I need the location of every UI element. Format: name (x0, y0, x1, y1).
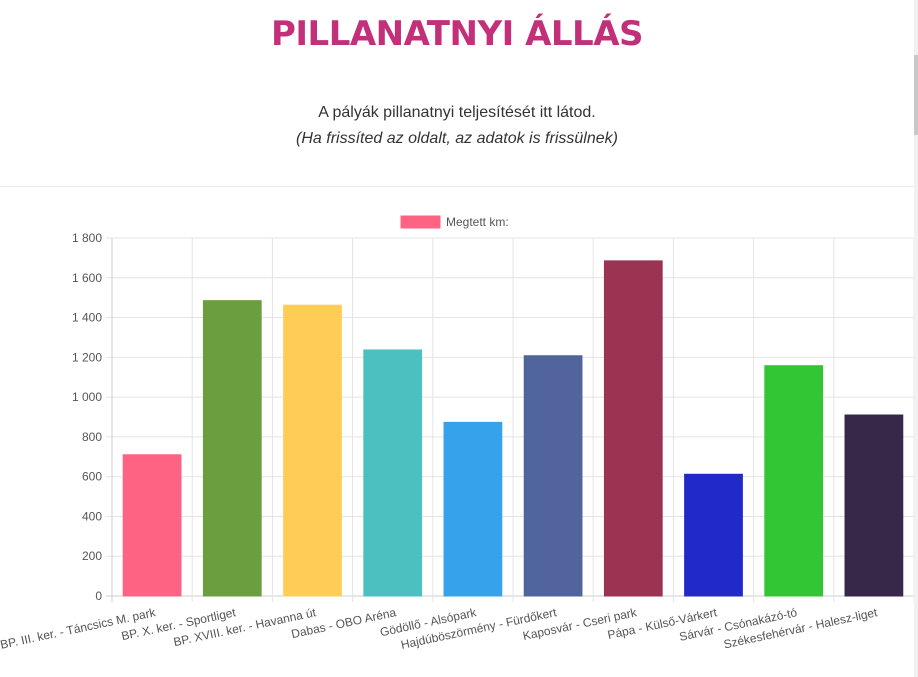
legend-label: Megtett km: (446, 215, 509, 229)
legend-swatch (400, 215, 441, 229)
bar (363, 349, 423, 597)
intro-note: (Ha frissíted az oldalt, az adatok is fr… (296, 130, 618, 147)
intro-line: A pályák pillanatnyi teljesítését itt lá… (318, 104, 596, 121)
y-tick-label: 0 (95, 589, 102, 603)
bar (764, 365, 824, 597)
bar (603, 260, 663, 597)
page-scrollbar[interactable] (914, 0, 918, 677)
bar (523, 355, 583, 597)
y-tick-label: 1 200 (72, 350, 102, 364)
page-title: PILLANATNYI ÁLLÁS (270, 14, 644, 54)
chart-legend: Megtett km: (400, 215, 509, 229)
y-tick-label: 600 (82, 470, 102, 484)
intro-text: A pályák pillanatnyi teljesítését itt lá… (0, 100, 914, 152)
y-tick-label: 800 (82, 430, 102, 444)
y-tick-label: 400 (82, 509, 102, 523)
section-divider (0, 186, 914, 187)
bar (844, 414, 904, 597)
bar (202, 300, 262, 597)
bar (443, 421, 503, 597)
y-tick-label: 1 800 (72, 231, 102, 245)
scrollbar-thumb[interactable] (914, 55, 918, 135)
bar (684, 473, 743, 597)
y-tick-label: 1 400 (72, 311, 102, 325)
y-tick-label: 1 600 (72, 271, 102, 285)
y-tick-label: 1 000 (72, 390, 102, 404)
bar (122, 454, 182, 597)
y-tick-label: 200 (82, 549, 102, 563)
bar (283, 304, 342, 597)
